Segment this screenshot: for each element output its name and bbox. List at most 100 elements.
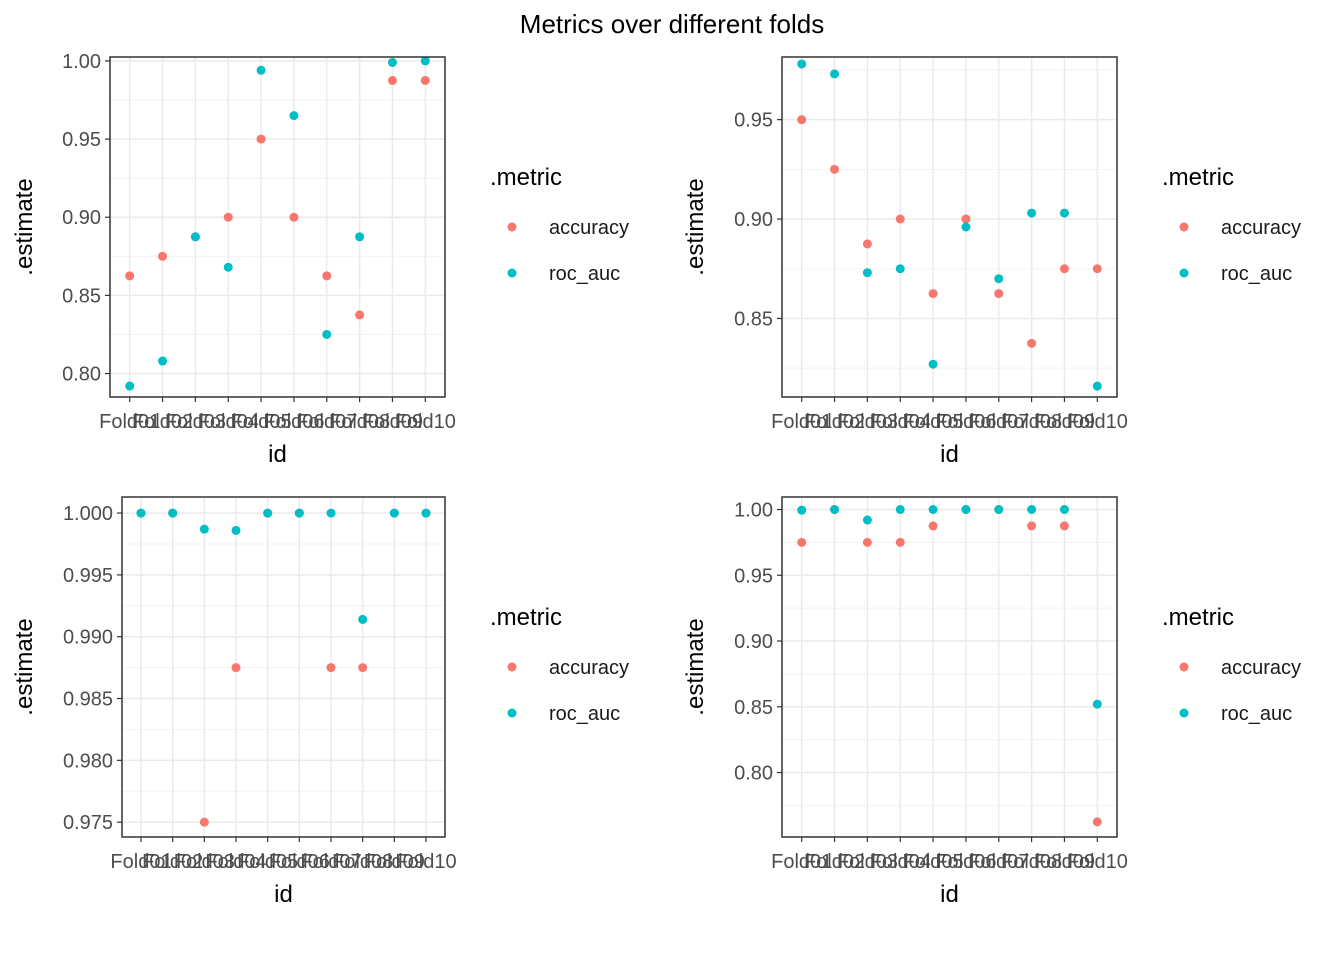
panel-background — [110, 57, 445, 397]
x-tick-label: Fold01 — [99, 411, 160, 433]
point-roc_auc-Fold03 — [199, 524, 209, 534]
legend-title: .metric — [1162, 164, 1234, 191]
point-roc_auc-Fold09 — [387, 57, 397, 67]
y-tick-label: 0.80 — [734, 763, 773, 785]
x-tick-label: Fold10 — [395, 851, 456, 873]
y-tick-label: 1.00 — [62, 51, 101, 73]
x-tick-label: Fold05 — [903, 411, 964, 433]
y-axis-title: .estimate — [11, 618, 38, 715]
point-roc_auc-Fold10 — [1092, 381, 1102, 391]
y-axis-title: .estimate — [682, 178, 709, 275]
point-roc_auc-Fold02 — [830, 69, 840, 79]
x-axis-title: id — [940, 441, 959, 468]
point-roc_auc-Fold07 — [994, 274, 1004, 284]
y-tick-label: 0.85 — [62, 285, 101, 307]
x-tick-label: Fold08 — [1001, 411, 1062, 433]
legend-key-accuracy — [1179, 222, 1189, 232]
point-accuracy-Fold02 — [158, 251, 168, 261]
point-roc_auc-Fold10 — [1092, 699, 1102, 709]
chart-panel-4: 0.800.850.900.951.00Fold01Fold02Fold03Fo… — [682, 496, 1301, 908]
y-axis-title: .estimate — [11, 178, 38, 275]
panel-border — [109, 56, 446, 398]
y-tick-label: 0.995 — [63, 565, 113, 587]
point-roc_auc-Fold04 — [231, 525, 241, 535]
chart-panels: 0.800.850.900.951.00Fold01Fold02Fold03Fo… — [11, 51, 1301, 908]
point-roc_auc-Fold06 — [289, 111, 299, 121]
panel-border — [121, 496, 446, 838]
x-tick-label: Fold01 — [110, 851, 171, 873]
point-roc_auc-Fold08 — [1027, 504, 1037, 514]
point-accuracy-Fold05 — [928, 521, 938, 531]
x-tick-label: Fold02 — [142, 851, 203, 873]
x-tick-label: Fold04 — [870, 411, 931, 433]
point-accuracy-Fold06 — [961, 214, 971, 224]
legend-label-roc_auc: roc_auc — [1221, 703, 1292, 725]
point-accuracy-Fold10 — [1092, 264, 1102, 274]
point-roc_auc-Fold08 — [358, 614, 368, 624]
figure-title: Metrics over different folds — [520, 9, 824, 39]
x-tick-label: Fold02 — [132, 411, 193, 433]
x-tick-label: Fold01 — [771, 411, 832, 433]
point-accuracy-Fold03 — [862, 239, 872, 249]
point-roc_auc-Fold05 — [928, 504, 938, 514]
x-tick-label: Fold07 — [300, 851, 361, 873]
x-tick-label: Fold04 — [198, 411, 259, 433]
x-tick-label: Fold03 — [837, 851, 898, 873]
point-accuracy-Fold01 — [797, 537, 807, 547]
point-roc_auc-Fold08 — [1027, 208, 1037, 218]
point-accuracy-Fold09 — [387, 75, 397, 85]
y-tick-label: 0.980 — [63, 750, 113, 772]
point-accuracy-Fold10 — [1092, 817, 1102, 827]
y-tick-label: 0.90 — [734, 209, 773, 231]
point-accuracy-Fold08 — [1027, 338, 1037, 348]
point-accuracy-Fold08 — [1027, 521, 1037, 531]
point-roc_auc-Fold02 — [830, 504, 840, 514]
y-tick-label: 0.95 — [734, 110, 773, 132]
x-axis-title: id — [268, 441, 287, 468]
legend: .metric accuracy roc_auc — [490, 604, 629, 725]
x-tick-label: Fold01 — [771, 851, 832, 873]
legend-label-accuracy: accuracy — [1221, 217, 1301, 239]
legend-label-accuracy: accuracy — [549, 657, 629, 679]
legend-label-roc_auc: roc_auc — [549, 703, 620, 725]
x-tick-label: Fold08 — [1001, 851, 1062, 873]
point-roc_auc-Fold02 — [168, 508, 178, 518]
legend-key-accuracy — [507, 662, 517, 672]
point-accuracy-Fold01 — [125, 271, 135, 281]
point-roc_auc-Fold05 — [928, 359, 938, 369]
legend-key-roc_auc — [507, 708, 517, 718]
point-roc_auc-Fold08 — [355, 232, 365, 242]
x-tick-label: Fold07 — [968, 411, 1029, 433]
point-accuracy-Fold03 — [199, 817, 209, 827]
point-accuracy-Fold02 — [830, 164, 840, 174]
x-tick-label: Fold09 — [1034, 411, 1095, 433]
point-accuracy-Fold08 — [355, 310, 365, 320]
legend: .metric accuracy roc_auc — [490, 164, 629, 285]
point-roc_auc-Fold03 — [862, 515, 872, 525]
point-accuracy-Fold04 — [895, 214, 905, 224]
x-tick-label: Fold10 — [395, 411, 456, 433]
x-tick-label: Fold02 — [804, 411, 865, 433]
x-tick-label: Fold05 — [231, 411, 292, 433]
legend-key-roc_auc — [1179, 268, 1189, 278]
x-tick-label: Fold04 — [205, 851, 266, 873]
point-accuracy-Fold07 — [326, 663, 336, 673]
point-accuracy-Fold09 — [1059, 264, 1069, 274]
legend: .metric accuracy roc_auc — [1162, 604, 1301, 725]
y-axis-title: .estimate — [682, 618, 709, 715]
chart-panel-1: 0.800.850.900.951.00Fold01Fold02Fold03Fo… — [11, 51, 629, 468]
point-accuracy-Fold05 — [928, 289, 938, 299]
point-roc_auc-Fold01 — [797, 59, 807, 69]
point-roc_auc-Fold06 — [961, 222, 971, 232]
point-roc_auc-Fold01 — [125, 381, 135, 391]
point-accuracy-Fold03 — [862, 537, 872, 547]
point-roc_auc-Fold03 — [190, 232, 200, 242]
legend-key-accuracy — [507, 222, 517, 232]
y-tick-label: 0.985 — [63, 689, 113, 711]
x-tick-label: Fold07 — [296, 411, 357, 433]
legend: .metric accuracy roc_auc — [1162, 164, 1301, 285]
x-tick-label: Fold09 — [364, 851, 425, 873]
legend-key-roc_auc — [1179, 708, 1189, 718]
legend-label-roc_auc: roc_auc — [1221, 263, 1292, 285]
